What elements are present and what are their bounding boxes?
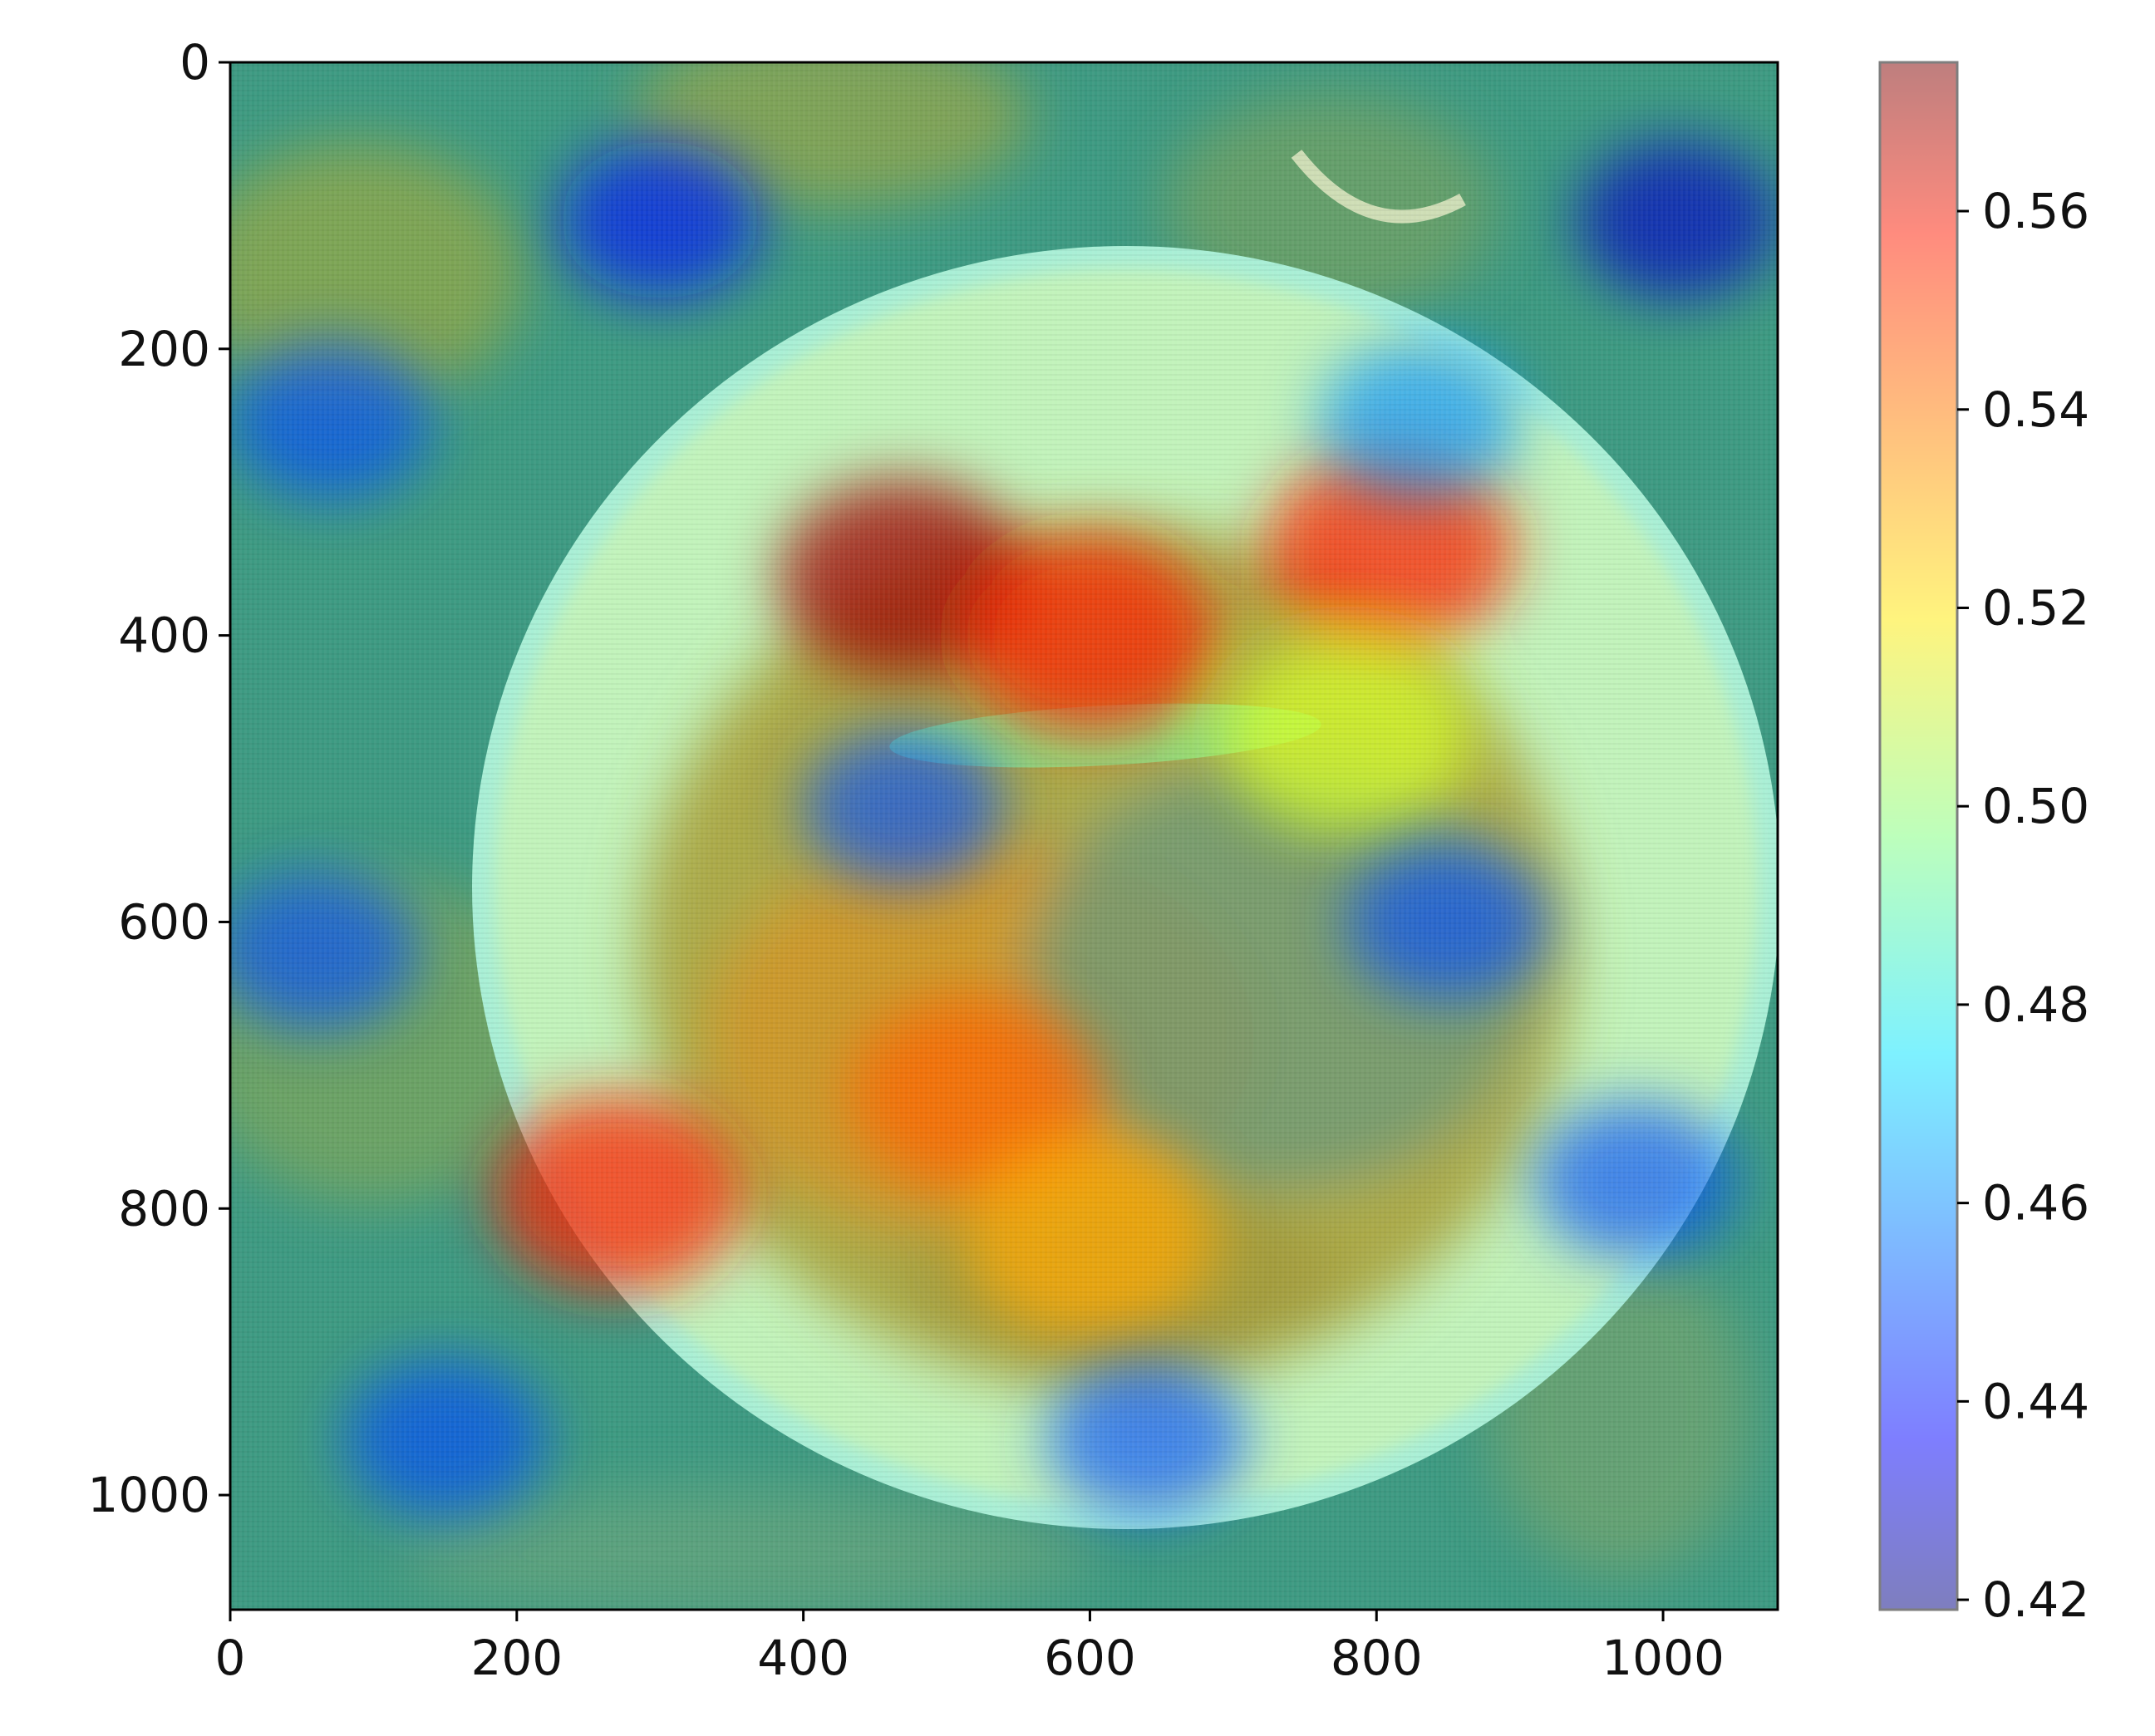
y-tick-label: 0 [180, 34, 210, 91]
colorbar-tick-label: 0.44 [1982, 1373, 2089, 1429]
x-tick-label: 400 [757, 1630, 849, 1686]
y-tick-label: 1000 [87, 1467, 210, 1523]
colorbar-tick-label: 0.42 [1982, 1571, 2089, 1628]
colorbar-tick-label: 0.54 [1982, 381, 2089, 438]
x-tick-label: 600 [1044, 1630, 1136, 1686]
x-tick-label: 200 [470, 1630, 563, 1686]
plot-frame [229, 61, 1779, 1611]
colorbar-tick-label: 0.48 [1982, 976, 2089, 1033]
y-tick-label: 800 [118, 1180, 210, 1237]
y-tick-label: 600 [118, 893, 210, 950]
y-tick-label: 400 [118, 607, 210, 664]
colorbar-tick-label: 0.50 [1982, 778, 2089, 834]
colorbar-tick-label: 0.46 [1982, 1175, 2089, 1232]
colorbar-axis: 0.42 0.44 0.46 0.48 0.50 0.52 0.54 0.56 [1957, 183, 2089, 1628]
x-tick-label: 800 [1331, 1630, 1423, 1686]
colorbar [1878, 61, 1959, 1611]
colorbar-tick-label: 0.52 [1982, 579, 2089, 636]
heatmap-image [230, 62, 1778, 1610]
x-tick-label: 0 [215, 1630, 246, 1686]
y-tick-label: 200 [118, 321, 210, 377]
y-axis: 0 200 400 600 800 1000 [87, 34, 230, 1523]
x-axis: 0 200 400 600 800 1000 [215, 1610, 1724, 1686]
colorbar-tick-label: 0.56 [1982, 183, 2089, 239]
x-tick-label: 1000 [1601, 1630, 1724, 1686]
